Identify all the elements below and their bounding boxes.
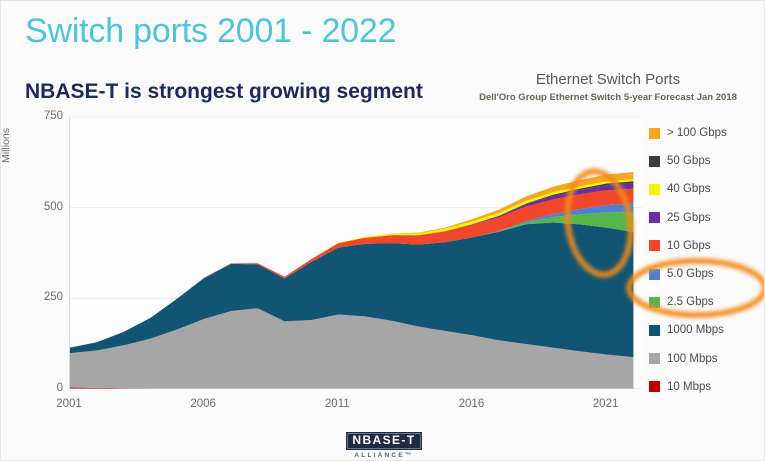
legend-item[interactable]: 1000 Mbps — [649, 316, 764, 344]
legend-item[interactable]: 25 Gbps — [649, 204, 764, 232]
legend-item-label: 2.5 Gbps — [667, 296, 714, 309]
legend-item-label: 50 Gbps — [667, 155, 711, 168]
legend-item[interactable]: 50 Gbps — [649, 147, 764, 175]
logo-tagline: ALLIANCE™ — [354, 452, 414, 460]
legend-item-label: 25 Gbps — [667, 211, 711, 224]
x-axis-tick-label: 2016 — [458, 398, 485, 410]
legend-item[interactable]: 2.5 Gbps — [649, 288, 764, 316]
legend-swatch-icon — [649, 183, 660, 195]
legend-item[interactable]: 10 Mbps — [649, 373, 764, 401]
area-chart: Millions 0 250 500 750 2001 2006 2011 2016 2021 — [0, 110, 661, 411]
legend-item-label: 100 Mbps — [667, 352, 718, 365]
legend-swatch-icon — [649, 127, 660, 139]
area-series — [70, 308, 634, 389]
chart-title: Ethernet Switch Ports — [535, 71, 681, 88]
legend-item-label: > 100 Gbps — [667, 127, 727, 140]
legend-item-label: 1000 Mbps — [667, 324, 724, 337]
legend-item[interactable]: 5.0 Gbps — [649, 260, 764, 288]
nbaset-alliance-logo: NBASE-T ALLIANCE™ — [338, 431, 430, 459]
legend-swatch-icon — [649, 155, 660, 167]
legend-item[interactable]: 40 Gbps — [649, 175, 764, 203]
x-axis-tick-label: 2001 — [56, 398, 82, 410]
legend-item[interactable]: > 100 Gbps — [649, 119, 764, 147]
y-axis-tick-label: 500 — [43, 200, 63, 213]
x-axis-tick-label: 2021 — [592, 398, 619, 410]
x-axis-tick-label: 2011 — [324, 398, 350, 410]
legend-item-label: 5.0 Gbps — [667, 268, 714, 281]
legend-swatch-icon — [649, 212, 660, 224]
legend-swatch-icon — [649, 353, 660, 365]
area-series — [70, 222, 634, 358]
y-axis-tick-label: 0 — [56, 382, 63, 394]
chart-legend: > 100 Gbps 50 Gbps 40 Gbps 25 Gbps 10 Gbps 5.… — [649, 119, 764, 401]
legend-item[interactable]: 100 Mbps — [649, 345, 764, 373]
y-axis-tick-label: 750 — [43, 110, 63, 122]
legend-item-label: 10 Mbps — [667, 380, 712, 393]
legend-swatch-icon — [649, 240, 660, 252]
y-axis-ticks: 0 250 500 750 — [23, 110, 63, 393]
x-axis-tick-label: 2006 — [190, 398, 216, 410]
plot-area — [69, 117, 642, 389]
page-title: Switch ports 2001 - 2022 — [25, 12, 397, 50]
legend-item-label: 10 Gbps — [667, 239, 711, 252]
area-series — [70, 188, 634, 348]
legend-swatch-icon — [649, 324, 660, 336]
legend-swatch-icon — [649, 296, 660, 308]
legend-item-label: 40 Gbps — [667, 183, 711, 196]
y-axis-unit-label: Millions — [0, 127, 12, 163]
legend-item[interactable]: 10 Gbps — [649, 232, 764, 260]
slide-subtitle: NBASE-T is strongest growing segment — [25, 80, 423, 103]
chart-source-subtitle: Dell'Oro Group Ethernet Switch 5-year Fo… — [479, 92, 737, 103]
y-axis-tick-label: 250 — [43, 291, 63, 304]
logo-wordmark: NBASE-T — [346, 432, 422, 451]
legend-swatch-icon — [649, 381, 660, 393]
legend-swatch-icon — [649, 268, 660, 280]
